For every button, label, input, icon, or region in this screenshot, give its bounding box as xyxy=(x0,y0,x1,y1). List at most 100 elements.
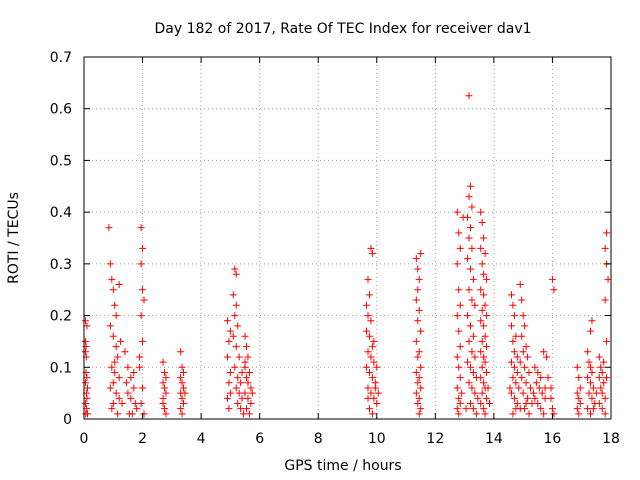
data-point xyxy=(465,286,473,294)
data-point xyxy=(162,374,170,382)
data-point xyxy=(588,394,596,402)
data-point xyxy=(234,399,242,407)
data-point xyxy=(512,405,520,413)
data-point xyxy=(414,286,422,294)
data-point xyxy=(415,410,423,418)
data-point xyxy=(522,343,530,351)
x-tick-label: 18 xyxy=(602,431,620,447)
data-point xyxy=(412,296,420,304)
data-point xyxy=(456,399,464,407)
data-point xyxy=(235,353,243,361)
data-point xyxy=(370,358,378,366)
data-point xyxy=(597,384,605,392)
data-point xyxy=(481,250,489,258)
data-point xyxy=(455,410,463,418)
y-tick-label: 0.2 xyxy=(50,309,72,325)
data-point xyxy=(115,394,123,402)
data-point xyxy=(363,363,371,371)
data-point xyxy=(603,374,611,382)
data-point xyxy=(180,399,188,407)
data-point xyxy=(124,363,132,371)
data-point xyxy=(480,270,488,278)
data-point xyxy=(535,384,543,392)
data-point xyxy=(509,337,517,345)
data-point xyxy=(82,410,90,418)
data-point xyxy=(162,410,170,418)
data-point xyxy=(161,368,169,376)
data-point xyxy=(478,260,486,268)
data-point xyxy=(465,92,473,100)
data-point xyxy=(471,389,479,397)
data-point xyxy=(109,332,117,340)
data-point xyxy=(106,322,114,330)
data-point xyxy=(368,374,376,382)
data-point xyxy=(518,296,526,304)
x-tick-label: 16 xyxy=(544,431,562,447)
data-point xyxy=(531,394,539,402)
data-point xyxy=(180,368,188,376)
data-point xyxy=(584,348,592,356)
data-point xyxy=(478,363,486,371)
data-point xyxy=(231,363,239,371)
data-point xyxy=(111,358,119,366)
data-point xyxy=(415,374,423,382)
data-point xyxy=(117,337,125,345)
data-point xyxy=(225,405,233,413)
data-point xyxy=(453,312,461,320)
data-point xyxy=(226,389,234,397)
data-point xyxy=(481,358,489,366)
data-point xyxy=(178,379,186,387)
data-point xyxy=(598,368,606,376)
data-point xyxy=(507,322,515,330)
data-point xyxy=(456,244,464,252)
data-point xyxy=(412,368,420,376)
data-point xyxy=(223,317,231,325)
data-point xyxy=(242,343,250,351)
data-point xyxy=(133,405,141,413)
data-point xyxy=(130,368,138,376)
data-point xyxy=(537,405,545,413)
data-point xyxy=(225,337,233,345)
data-point xyxy=(603,229,611,237)
data-point xyxy=(525,410,533,418)
data-point xyxy=(105,224,113,232)
data-point xyxy=(178,410,186,418)
data-point xyxy=(518,374,526,382)
data-point xyxy=(464,358,472,366)
data-point xyxy=(180,384,188,392)
data-point xyxy=(364,394,372,402)
data-point xyxy=(540,410,548,418)
data-point xyxy=(364,275,372,283)
data-point xyxy=(464,312,472,320)
data-point xyxy=(480,322,488,330)
data-point xyxy=(464,213,472,221)
data-point xyxy=(363,301,371,309)
data-point xyxy=(139,244,147,252)
data-point xyxy=(576,384,584,392)
data-point xyxy=(464,255,472,263)
data-point xyxy=(550,286,558,294)
data-point xyxy=(472,410,480,418)
data-point xyxy=(595,399,603,407)
data-point xyxy=(365,291,373,299)
data-point xyxy=(226,368,234,376)
data-point xyxy=(510,348,518,356)
data-point xyxy=(484,384,492,392)
data-point xyxy=(575,374,583,382)
data-point xyxy=(136,353,144,361)
data-point xyxy=(507,291,515,299)
data-point xyxy=(368,250,376,258)
data-point xyxy=(588,317,596,325)
data-point xyxy=(456,343,464,351)
data-point xyxy=(453,384,461,392)
data-point xyxy=(364,384,372,392)
data-point xyxy=(584,374,592,382)
data-point xyxy=(128,410,136,418)
data-point xyxy=(81,348,89,356)
data-point xyxy=(509,410,517,418)
data-point xyxy=(414,353,422,361)
data-point xyxy=(367,389,375,397)
data-point xyxy=(181,389,189,397)
data-point xyxy=(232,384,240,392)
data-point xyxy=(477,348,485,356)
